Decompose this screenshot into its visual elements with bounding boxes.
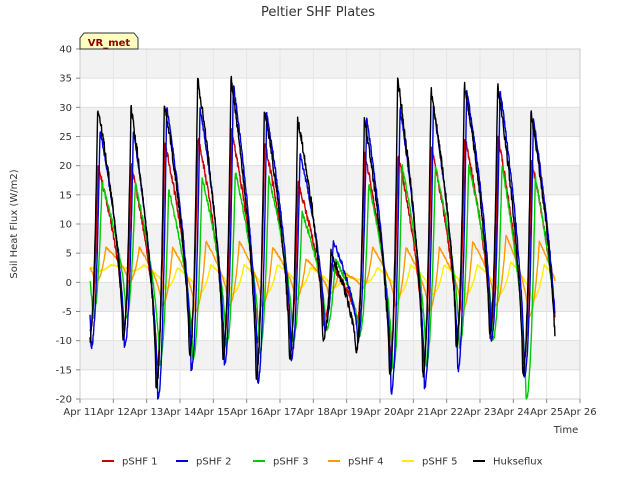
y-tick-label: -10 — [56, 336, 72, 347]
legend: pSHF 1 pSHF 2 pSHF 3 pSHF 4 pSHF 5 Hukseflux — [102, 457, 543, 468]
y-tick-label: 10 — [59, 220, 72, 231]
y-tick-label: 25 — [59, 132, 72, 143]
x-tick-label: Apr 24 — [497, 407, 530, 418]
y-tick-label: -20 — [56, 395, 72, 406]
y-tick-label: 15 — [59, 190, 72, 201]
legend-item: Hukseflux — [473, 457, 543, 468]
series-line-pshf-1 — [89, 128, 556, 366]
legend-label: pSHF 2 — [196, 457, 232, 468]
x-tick-label: Apr 18 — [297, 407, 330, 418]
series-line-pshf-2 — [89, 85, 556, 400]
series-line-pshf-4 — [89, 234, 556, 319]
x-tick-label: Apr 13 — [130, 407, 163, 418]
background-band — [80, 194, 580, 224]
legend-label: Hukseflux — [493, 457, 543, 468]
y-tick-label: 40 — [59, 45, 72, 56]
series-line-pshf-5 — [89, 261, 556, 302]
x-tick-label: Apr 22 — [430, 407, 463, 418]
legend-label: pSHF 5 — [422, 457, 458, 468]
x-tick-label: Apr 20 — [363, 407, 396, 418]
y-tick-label: -15 — [56, 365, 72, 376]
x-tick-label: Apr 16 — [230, 407, 263, 418]
legend-label: pSHF 4 — [348, 457, 384, 468]
background-band — [80, 78, 580, 108]
badge-background — [79, 32, 139, 50]
badge-label: VR_met — [88, 38, 131, 49]
x-tick-label: Apr 23 — [463, 407, 496, 418]
legend-item: pSHF 2 — [176, 457, 232, 468]
x-axis-ticks: Apr 11 Apr 12 Apr 13 Apr 14 Apr 15 Apr 16 Apr … — [63, 399, 597, 418]
x-axis-label: Time — [553, 425, 578, 436]
legend-item: pSHF 5 — [402, 457, 458, 468]
x-tick-label: Apr 12 — [97, 407, 130, 418]
dataset-badge: VR_met — [79, 32, 139, 50]
x-tick-label: Apr 14 — [163, 407, 196, 418]
y-axis-label: Soil Heat Flux (W/m2) — [9, 169, 20, 278]
legend-label: pSHF 3 — [273, 457, 309, 468]
legend-label: pSHF 1 — [122, 457, 158, 468]
series-line-hukseflux — [89, 75, 556, 389]
x-tick-label: Apr 26 — [563, 407, 596, 418]
background-band — [80, 49, 580, 79]
y-tick-label: 20 — [59, 161, 72, 172]
x-tick-label: Apr 21 — [397, 407, 430, 418]
series-lines — [89, 75, 556, 400]
x-tick-label: Apr 19 — [330, 407, 363, 418]
y-tick-label: 0 — [66, 278, 72, 289]
y-tick-label: -5 — [62, 307, 72, 318]
x-tick-label: Apr 17 — [263, 407, 296, 418]
chart-title: Peltier SHF Plates — [261, 5, 375, 20]
x-tick-label: Apr 11 — [63, 407, 96, 418]
x-tick-label: Apr 25 — [530, 407, 563, 418]
background-band — [80, 369, 580, 399]
legend-item: pSHF 3 — [253, 457, 309, 468]
y-axis-ticks: -20 -15 -10 -5 0 5 10 15 20 25 30 35 40 — [56, 45, 80, 406]
legend-item: pSHF 4 — [328, 457, 384, 468]
y-tick-label: 5 — [66, 249, 72, 260]
x-tick-label: Apr 15 — [197, 407, 230, 418]
y-tick-label: 30 — [59, 103, 72, 114]
legend-item: pSHF 1 — [102, 457, 158, 468]
y-tick-label: 35 — [59, 74, 72, 85]
